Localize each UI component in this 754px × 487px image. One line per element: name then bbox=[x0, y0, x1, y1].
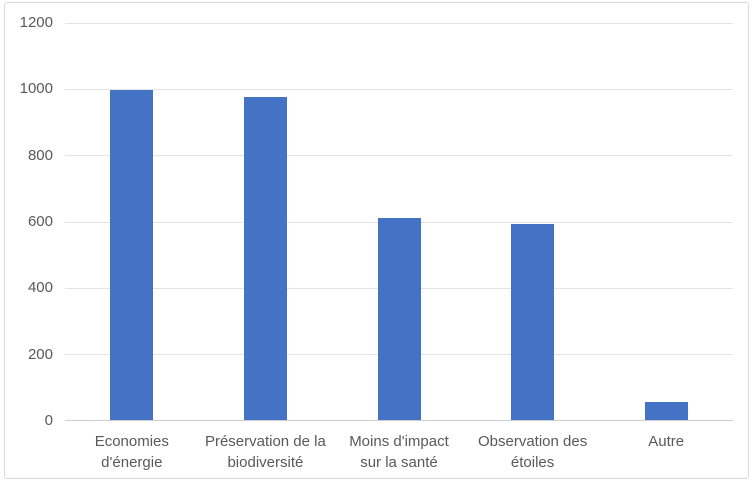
x-category-label-3: Moins d'impact sur la santé bbox=[332, 431, 466, 473]
gridline-1200 bbox=[65, 22, 733, 24]
x-category-label-5-line-1: Autre bbox=[648, 433, 685, 450]
bar-2 bbox=[243, 96, 287, 420]
bar-4 bbox=[511, 224, 555, 420]
x-category-label-2-line-1: Préservation de la bbox=[204, 433, 326, 450]
x-category-label-4: Observation des étoiles bbox=[466, 431, 600, 473]
x-category-label-2-line-2: biodiversité bbox=[227, 454, 304, 471]
x-category-label-2: Préservation de la biodiversité bbox=[199, 431, 333, 473]
y-tick-label-200: 200 bbox=[27, 345, 53, 363]
gridline-1000 bbox=[65, 88, 733, 90]
x-category-label-3-line-2: sur la santé bbox=[360, 454, 438, 471]
x-category-label-4-line-2: étoiles bbox=[510, 454, 555, 471]
x-category-label-3-line-1: Moins d'impact bbox=[349, 433, 449, 450]
y-tick-label-0: 0 bbox=[44, 412, 53, 429]
bar-1 bbox=[110, 90, 154, 420]
x-category-label-1-line-2: d'énergie bbox=[101, 454, 163, 471]
plot-area bbox=[65, 22, 733, 421]
x-axis-line bbox=[65, 420, 733, 421]
y-tick-label-1200: 1200 bbox=[19, 14, 53, 31]
x-axis-labels: Economies d'énergie Préservation de la biod… bbox=[65, 431, 733, 477]
bar-3 bbox=[377, 217, 421, 420]
x-category-label-4-line-1: Observation des bbox=[477, 433, 588, 450]
y-axis-labels: 0 200 400 600 800 1000 1200 bbox=[13, 14, 53, 429]
y-tick-label-600: 600 bbox=[27, 213, 53, 230]
x-category-label-5: Autre bbox=[599, 431, 733, 452]
x-category-label-1-line-1: Economies bbox=[94, 433, 169, 450]
chart-frame: 0 200 400 600 800 1000 1200 Economies d'énergie… bbox=[4, 2, 749, 479]
gridline-800 bbox=[65, 155, 733, 157]
x-category-label-1: Economies d'énergie bbox=[65, 431, 199, 473]
y-tick-label-1000: 1000 bbox=[19, 80, 53, 98]
y-tick-label-800: 800 bbox=[27, 146, 53, 164]
bar-5 bbox=[644, 401, 688, 420]
y-tick-label-400: 400 bbox=[27, 279, 53, 297]
